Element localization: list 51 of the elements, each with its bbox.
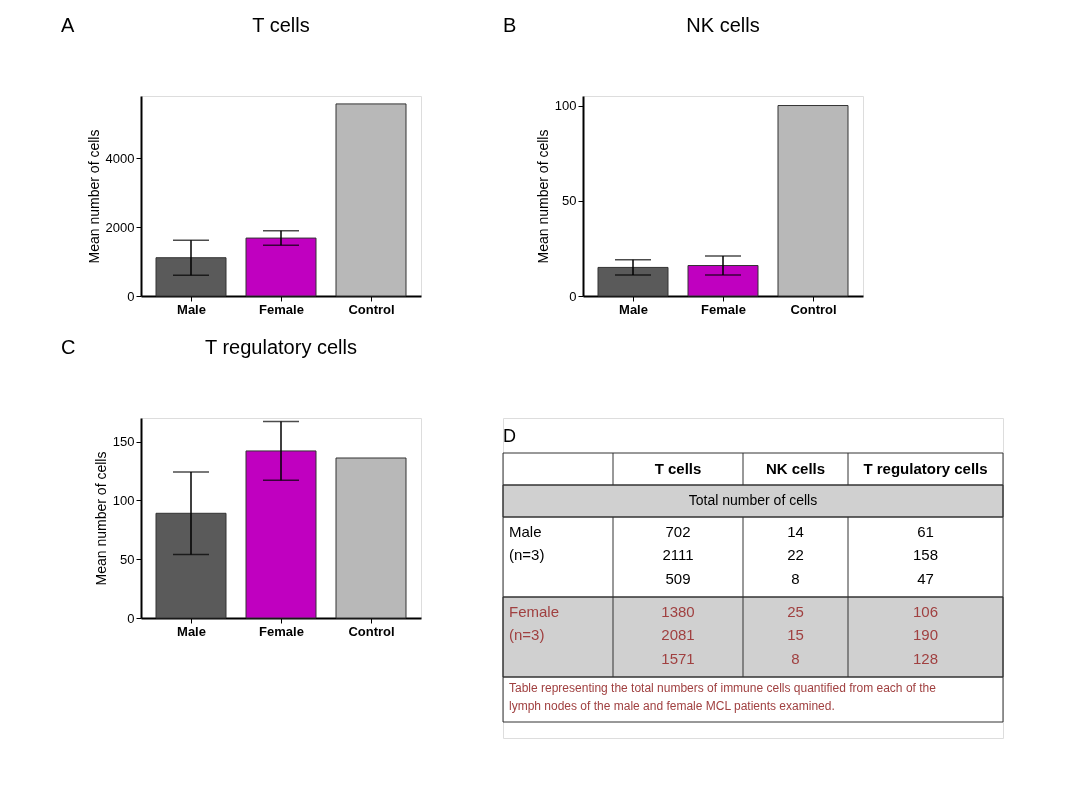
text: 14 22 8 xyxy=(787,523,804,587)
y-tick-label: 100 xyxy=(112,492,135,508)
bar xyxy=(155,257,227,297)
text: 1380 2081 1571 xyxy=(661,603,695,667)
text: 702 2111 509 xyxy=(662,523,694,587)
y-tick-label: 100 xyxy=(554,98,577,114)
text: C xyxy=(61,336,76,358)
chart-title: T cells xyxy=(252,14,310,36)
x-tick-label: Control xyxy=(790,301,837,317)
y-tick-label: 4000 xyxy=(105,150,135,166)
y-tick-label: 150 xyxy=(112,434,135,450)
x-tick-label: Male xyxy=(619,301,648,317)
bar xyxy=(335,103,407,297)
y-tick-label: 2000 xyxy=(105,219,135,235)
bar xyxy=(335,457,407,619)
bar xyxy=(245,237,317,297)
x-tick-label: Female xyxy=(701,301,746,317)
text: 25 15 8 xyxy=(787,603,804,667)
y-tick-label: 0 xyxy=(569,288,577,304)
text: T regulatory cells xyxy=(863,460,988,477)
x-tick-label: Female xyxy=(259,301,304,317)
text: NK cells xyxy=(765,460,826,477)
bar xyxy=(155,512,227,619)
chart-title: T regulatory cells xyxy=(205,336,357,358)
y-tick-label: 50 xyxy=(562,193,577,209)
text: Female (n=3) xyxy=(509,603,560,644)
y-axis-title: Mean number of cells xyxy=(85,129,102,264)
x-tick-label: Female xyxy=(259,623,304,639)
y-tick-label: 0 xyxy=(127,610,135,626)
x-tick-label: Male xyxy=(177,301,206,317)
text: Total number of cells xyxy=(688,492,818,508)
bar xyxy=(245,450,317,619)
text: A xyxy=(61,14,75,36)
text: T cells xyxy=(654,460,702,477)
x-tick-label: Control xyxy=(348,623,395,639)
chart-title: NK cells xyxy=(686,14,760,36)
y-axis-title: Mean number of cells xyxy=(92,451,109,586)
bar xyxy=(597,266,669,297)
text: 106 190 128 xyxy=(912,603,939,667)
x-tick-label: Male xyxy=(177,623,206,639)
text: Male (n=3) xyxy=(509,523,545,564)
text: D xyxy=(503,426,516,446)
y-tick-label: 0 xyxy=(127,288,135,304)
text: 61 158 47 xyxy=(912,523,939,587)
text: Table representing the total numbers of immune cells quantified from each of the lymph nodes of the male and female MCL patients examined. xyxy=(509,681,937,713)
x-tick-label: Control xyxy=(348,301,395,317)
bar xyxy=(777,105,849,297)
y-axis-title: Mean number of cells xyxy=(534,129,551,264)
bar xyxy=(687,265,759,297)
y-tick-label: 50 xyxy=(120,551,135,567)
text: B xyxy=(503,14,517,36)
